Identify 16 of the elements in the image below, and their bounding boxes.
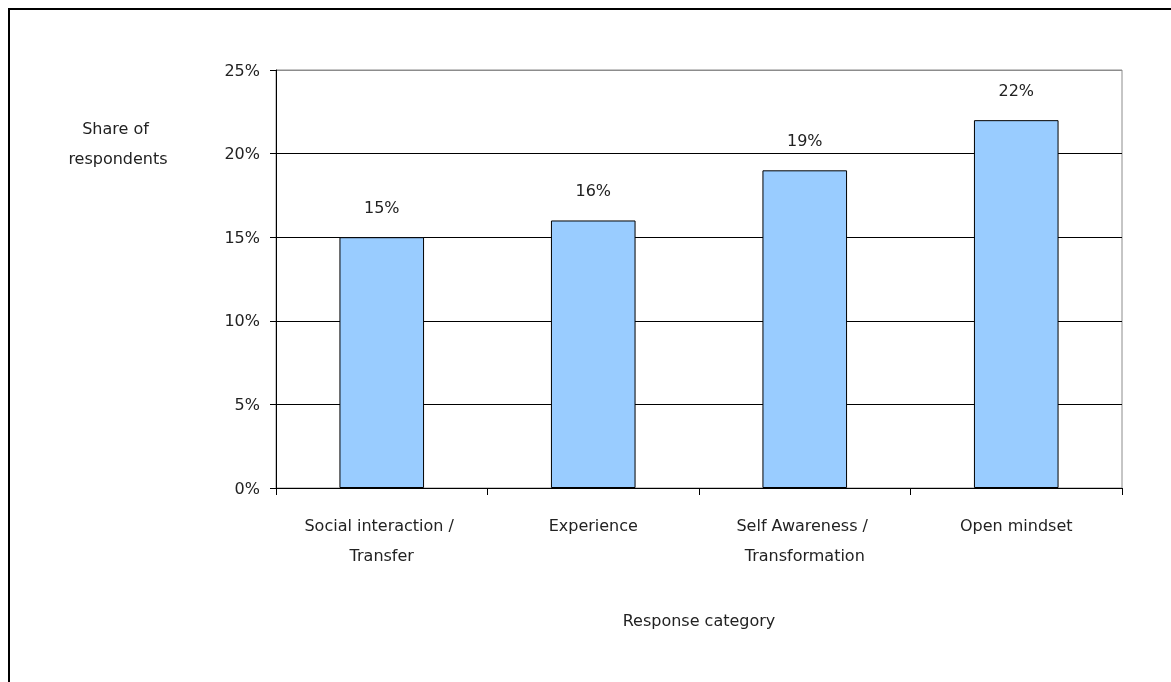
data-label: 15% — [363, 197, 400, 217]
x-tick-label: Social interaction / Transfer — [304, 515, 460, 565]
x-tick-label: Open mindset — [959, 515, 1073, 535]
x-axis-title: Response category — [622, 610, 776, 630]
y-tick-label: 15% — [224, 227, 260, 247]
x-tick-label: Experience — [548, 515, 638, 535]
data-label: 16% — [575, 180, 612, 200]
data-label: 22% — [998, 80, 1035, 100]
y-tick-label: 10% — [224, 311, 260, 331]
x-tick-label: Self Awareness / Transformation — [736, 515, 874, 565]
y-tick-label: 25% — [224, 60, 260, 80]
y-tick-label: 5% — [234, 394, 260, 414]
data-label: 19% — [786, 130, 823, 150]
y-tick-label: 0% — [234, 478, 260, 498]
y-tick-label: 20% — [224, 144, 260, 164]
y-axis-title: Share of respondents — [68, 118, 168, 168]
